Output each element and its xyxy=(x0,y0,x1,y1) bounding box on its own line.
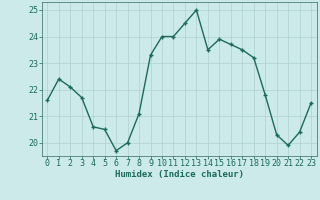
X-axis label: Humidex (Indice chaleur): Humidex (Indice chaleur) xyxy=(115,170,244,179)
